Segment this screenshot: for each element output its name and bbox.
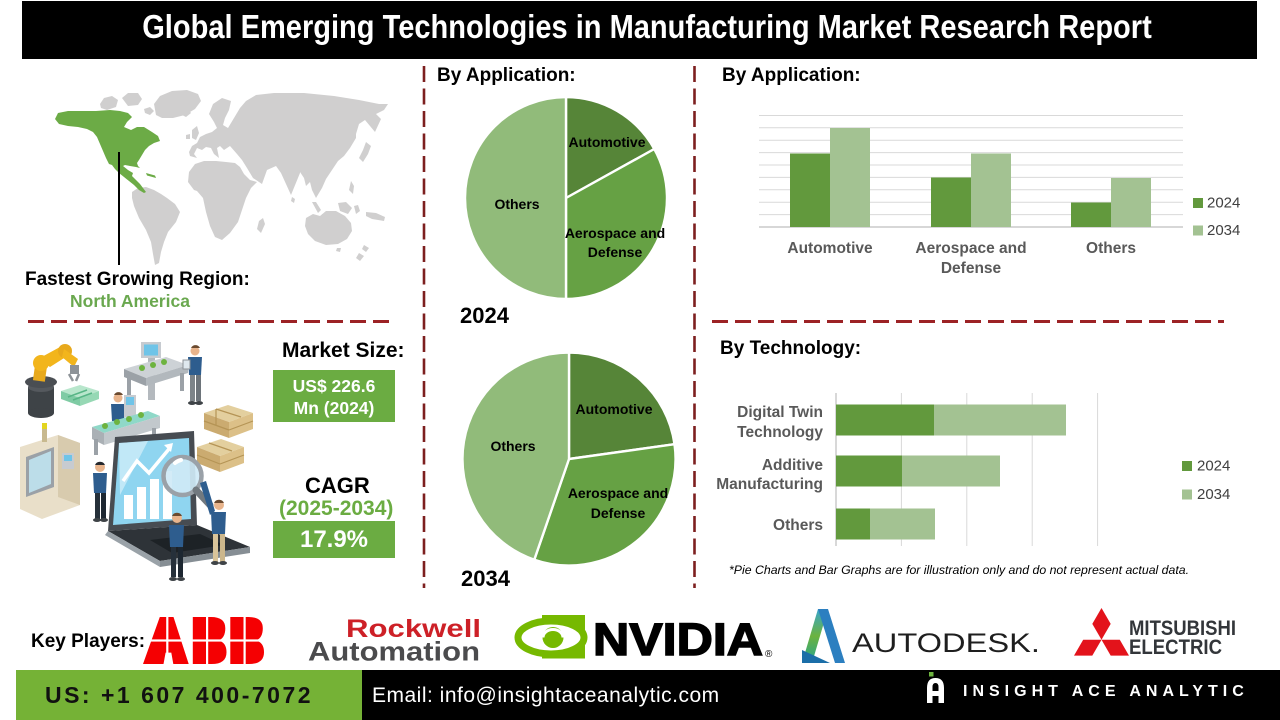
svg-text:Digital Twin: Digital Twin — [737, 404, 823, 421]
svg-text:Aerospace and: Aerospace and — [915, 240, 1026, 257]
svg-text:Defense: Defense — [591, 505, 646, 521]
svg-text:Manufacturing: Manufacturing — [716, 476, 823, 493]
svg-text:2024: 2024 — [1197, 458, 1230, 475]
svg-text:2024: 2024 — [1207, 195, 1240, 212]
svg-text:AUTODESK.: AUTODESK. — [852, 628, 1040, 658]
svg-text:Others: Others — [494, 196, 539, 212]
svg-text:Others: Others — [1086, 240, 1136, 257]
svg-text:Technology: Technology — [737, 424, 823, 441]
svg-text:2034: 2034 — [1197, 486, 1230, 503]
svg-text:2034: 2034 — [1207, 222, 1240, 239]
svg-text:Others: Others — [490, 438, 535, 454]
svg-text:Defense: Defense — [941, 260, 1002, 277]
svg-text:Aerospace and: Aerospace and — [565, 225, 665, 241]
svg-text:ELECTRIC: ELECTRIC — [1129, 636, 1222, 659]
svg-text:NVIDIA: NVIDIA — [593, 614, 763, 665]
svg-text:Additive: Additive — [762, 457, 824, 474]
svg-text:Defense: Defense — [588, 244, 643, 260]
svg-text:Automotive: Automotive — [576, 401, 653, 417]
svg-text:Aerospace and: Aerospace and — [568, 485, 668, 501]
svg-text:Others: Others — [773, 517, 823, 534]
svg-text:Rockwell: Rockwell — [346, 615, 481, 643]
svg-text:®: ® — [765, 649, 773, 660]
svg-text:Automotive: Automotive — [569, 134, 646, 150]
svg-text:Automation: Automation — [308, 637, 480, 667]
svg-text:Automotive: Automotive — [787, 240, 873, 257]
svg-text:MITSUBISHI: MITSUBISHI — [1129, 617, 1236, 640]
